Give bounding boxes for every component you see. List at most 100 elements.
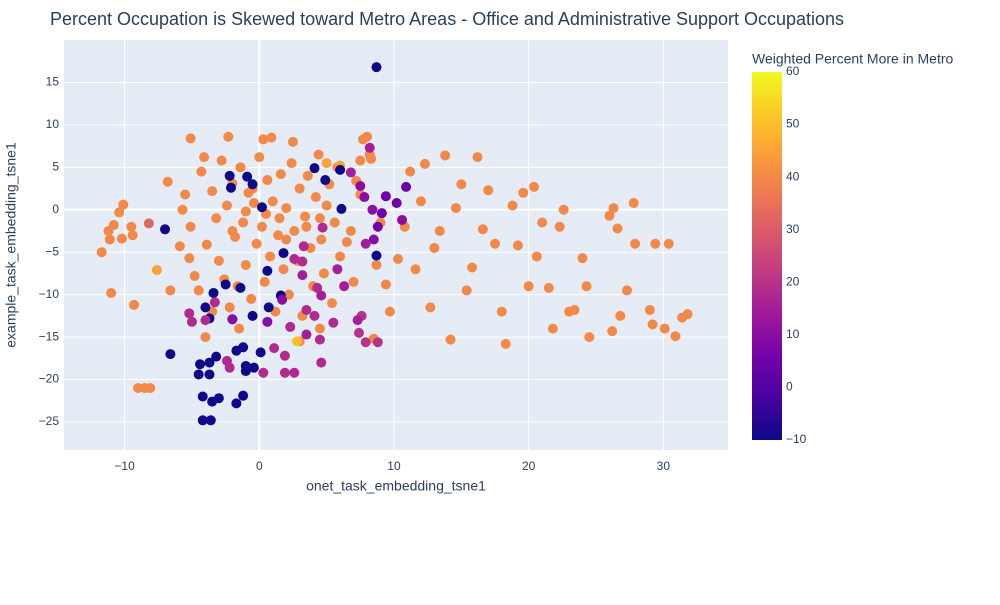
data-point (415, 196, 426, 207)
data-point (445, 334, 456, 345)
data-point (275, 169, 286, 180)
data-point (165, 285, 176, 296)
data-point (289, 225, 300, 236)
data-point (221, 200, 232, 211)
y-tick-label: 10 (46, 117, 60, 131)
data-point (289, 367, 300, 378)
data-point (628, 197, 639, 208)
data-point (227, 225, 238, 236)
y-tick-label: 0 (52, 202, 59, 216)
data-point (353, 327, 364, 338)
data-point (647, 319, 658, 330)
plot-background (64, 40, 728, 450)
data-point (321, 158, 332, 169)
data-point (281, 203, 292, 214)
data-point (254, 152, 265, 163)
data-point (196, 166, 207, 177)
data-point (118, 199, 129, 210)
data-point (380, 279, 391, 290)
data-point (238, 342, 249, 353)
data-point (204, 369, 215, 380)
data-point (263, 302, 274, 313)
data-point (262, 265, 273, 276)
data-point (204, 357, 215, 368)
data-point (507, 200, 518, 211)
y-tick-label: −15 (39, 329, 60, 343)
data-point (278, 264, 289, 275)
data-point (332, 264, 343, 275)
data-point (523, 281, 534, 292)
data-point (604, 210, 615, 221)
data-point (247, 179, 258, 190)
data-point (274, 213, 285, 224)
data-point (242, 171, 253, 182)
data-point (292, 336, 303, 347)
data-point (301, 221, 312, 232)
data-point (500, 338, 511, 349)
data-point (410, 264, 421, 275)
data-point (238, 217, 249, 228)
data-point (372, 337, 383, 348)
data-point (162, 176, 173, 187)
data-point (247, 310, 258, 321)
data-point (352, 315, 363, 326)
data-point (165, 349, 176, 360)
data-point (434, 225, 445, 236)
data-point (547, 323, 558, 334)
y-tick-label: −20 (39, 372, 60, 386)
x-tick-label: −10 (114, 459, 135, 473)
y-tick-label: 15 (46, 75, 60, 89)
data-point (317, 222, 328, 233)
colorbar-title: Weighted Percent More in Metro (752, 51, 953, 67)
data-point (355, 155, 366, 166)
data-point (336, 203, 347, 214)
data-point (360, 337, 371, 348)
colorbar-tick-label: 0 (786, 380, 793, 394)
data-point (569, 304, 580, 315)
data-point (543, 282, 554, 293)
data-point (174, 241, 185, 252)
data-point (278, 248, 289, 259)
data-point (116, 233, 127, 244)
data-point (608, 203, 619, 214)
data-point (584, 332, 595, 343)
data-point (240, 360, 251, 371)
data-point (256, 202, 267, 213)
data-point (456, 179, 467, 190)
data-point (195, 359, 206, 370)
data-point (298, 241, 309, 252)
data-point (209, 297, 220, 308)
data-point (367, 204, 378, 215)
data-point (259, 276, 270, 287)
data-point (255, 347, 266, 358)
data-point (450, 203, 461, 214)
data-point (359, 192, 370, 203)
data-point (372, 221, 383, 232)
data-point (341, 237, 352, 248)
data-point (234, 323, 245, 334)
data-point (145, 383, 156, 394)
data-point (226, 182, 237, 193)
data-point (251, 238, 262, 249)
data-point (201, 239, 212, 250)
data-point (360, 238, 371, 249)
data-point (391, 197, 402, 208)
data-point (211, 213, 222, 224)
x-tick-label: 30 (657, 459, 671, 473)
data-point (318, 268, 329, 279)
data-point (316, 357, 327, 368)
data-point (496, 306, 507, 317)
data-point (419, 158, 430, 169)
data-point (129, 299, 140, 310)
data-point (114, 207, 125, 218)
data-point (558, 204, 569, 215)
y-tick-label: −10 (39, 287, 60, 301)
data-point (224, 362, 235, 373)
data-point (186, 316, 197, 327)
data-point (309, 310, 320, 321)
colorbar-tick-label: 30 (786, 222, 800, 236)
data-point (312, 282, 323, 293)
data-point (289, 254, 300, 265)
data-point (281, 234, 292, 245)
